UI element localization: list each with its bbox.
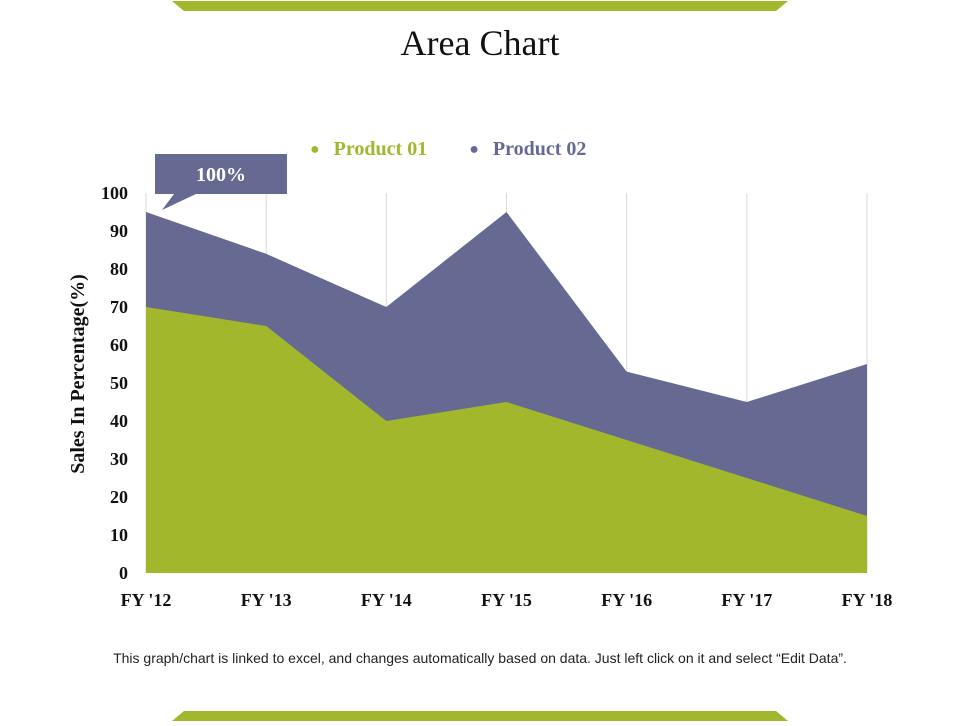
y-tick-label: 30 xyxy=(110,449,128,469)
x-tick-label: FY '15 xyxy=(481,590,532,610)
legend-item-product-02[interactable]: ● Product 02 xyxy=(469,138,586,161)
legend-marker-product-01: ● xyxy=(310,140,320,158)
bottom-banner xyxy=(0,708,960,721)
y-axis-label: Sales In Percentage(%) xyxy=(67,274,89,474)
y-tick-label: 70 xyxy=(110,297,128,317)
x-tick-label: FY '17 xyxy=(721,590,772,610)
y-tick-label: 20 xyxy=(110,487,128,507)
y-tick-label: 90 xyxy=(110,221,128,241)
y-tick-label: 80 xyxy=(110,259,128,279)
legend-marker-product-02: ● xyxy=(469,140,479,158)
bottom-banner-shape xyxy=(172,711,788,721)
x-tick-label: FY '14 xyxy=(361,590,412,610)
area-series-product-01[interactable] xyxy=(146,307,867,573)
legend-label-product-02: Product 02 xyxy=(492,138,587,160)
top-banner-shape xyxy=(172,1,788,11)
legend-item-product-01[interactable]: ● Product 01 xyxy=(310,138,427,161)
x-tick-label: FY '18 xyxy=(842,590,893,610)
x-tick-label: FY '13 xyxy=(241,590,292,610)
legend-label-product-01: Product 01 xyxy=(333,138,428,160)
y-tick-label: 50 xyxy=(110,373,128,393)
top-banner xyxy=(0,0,960,12)
chart-legend: ● Product 01 ● Product 02 xyxy=(310,138,586,161)
x-tick-label: FY '16 xyxy=(601,590,652,610)
y-tick-label: 60 xyxy=(110,335,128,355)
callout-text: 100% xyxy=(196,164,246,186)
y-tick-label: 10 xyxy=(110,525,128,545)
callout-box xyxy=(155,154,287,210)
y-tick-label: 0 xyxy=(119,563,128,583)
y-tick-label: 40 xyxy=(110,411,128,431)
y-axis-ticks: 0 10 20 30 40 50 60 70 80 90 100 xyxy=(101,183,128,583)
value-callout: 100% xyxy=(155,154,287,210)
chart-title: Area Chart xyxy=(400,23,560,63)
x-axis-ticks: FY '12 FY '13 FY '14 FY '15 FY '16 FY '17 FY '… xyxy=(121,590,893,610)
area-layer xyxy=(146,212,867,573)
x-tick-label: FY '12 xyxy=(121,590,172,610)
footnote: This graph/chart is linked to excel, and… xyxy=(113,650,847,666)
y-tick-label: 100 xyxy=(101,183,128,203)
